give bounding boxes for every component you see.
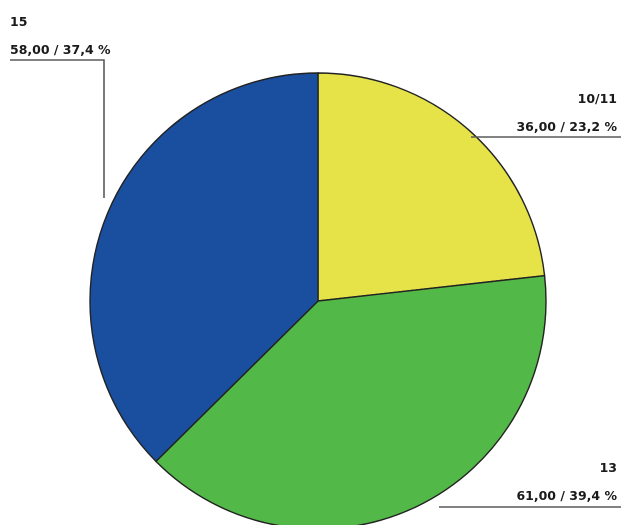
leader-line-15 (10, 59, 105, 198)
slice-label-15-value: 58,00 / 37,4 % (10, 42, 111, 57)
pie-slice-15 (89, 72, 319, 463)
pie-slices (89, 72, 547, 525)
pie-slice-10-11 (317, 72, 546, 302)
slice-label-13-value: 61,00 / 39,4 % (516, 488, 617, 503)
pie-slice-13 (154, 274, 547, 525)
slice-label-10-11-category: 10/11 (578, 91, 617, 106)
slice-label-15-category: 15 (10, 14, 27, 29)
slice-label-13-category: 13 (600, 460, 617, 475)
slice-label-10-11-value: 36,00 / 23,2 % (516, 119, 617, 134)
